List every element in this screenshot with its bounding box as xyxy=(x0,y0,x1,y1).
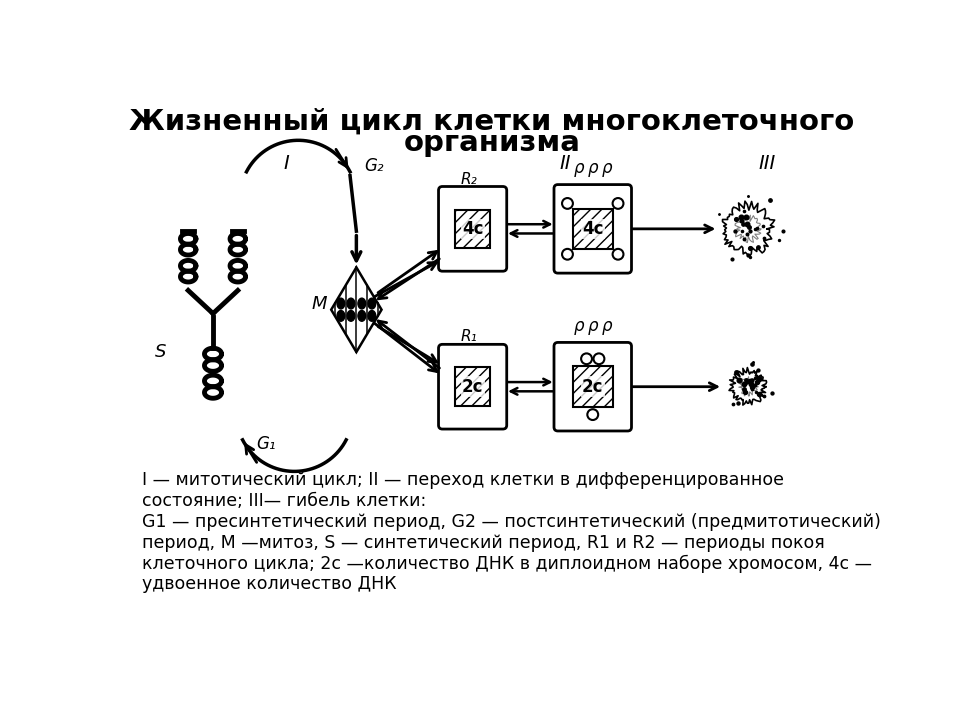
Text: клеточного цикла; 2с —количество ДНК в диплоидном наборе хромосом, 4с —: клеточного цикла; 2с —количество ДНК в д… xyxy=(142,554,872,573)
Text: ρ: ρ xyxy=(602,317,612,335)
Circle shape xyxy=(562,198,573,209)
Text: G₂: G₂ xyxy=(364,157,383,175)
Text: Жизненный цикл клетки многоклеточного: Жизненный цикл клетки многоклеточного xyxy=(130,107,854,135)
FancyBboxPatch shape xyxy=(439,186,507,271)
Circle shape xyxy=(593,354,605,364)
Text: M: M xyxy=(312,294,327,312)
Circle shape xyxy=(581,354,592,364)
Circle shape xyxy=(612,198,623,209)
Text: организма: организма xyxy=(403,129,581,157)
Bar xyxy=(572,209,613,249)
Text: G₁: G₁ xyxy=(256,435,276,453)
Ellipse shape xyxy=(358,310,366,321)
Text: I: I xyxy=(284,154,290,173)
Circle shape xyxy=(562,249,573,260)
Ellipse shape xyxy=(337,298,345,309)
Text: ρ: ρ xyxy=(573,159,584,177)
Ellipse shape xyxy=(348,298,355,309)
Ellipse shape xyxy=(348,310,355,321)
Text: R₁: R₁ xyxy=(461,329,477,344)
Text: 4c: 4c xyxy=(462,220,484,238)
Text: 2c: 2c xyxy=(582,378,604,396)
Ellipse shape xyxy=(368,310,375,321)
FancyBboxPatch shape xyxy=(554,184,632,273)
Text: период, М —митоз, S — синтетический период, R1 и R2 — периоды покоя: период, М —митоз, S — синтетический пери… xyxy=(142,534,825,552)
Text: ρ: ρ xyxy=(588,159,598,177)
Text: I — митотический цикл; II — переход клетки в дифференцированное: I — митотический цикл; II — переход клет… xyxy=(142,472,783,490)
Text: II: II xyxy=(560,154,571,173)
Text: 2c: 2c xyxy=(462,378,484,396)
Text: удвоенное количество ДНК: удвоенное количество ДНК xyxy=(142,575,396,593)
Ellipse shape xyxy=(337,310,345,321)
Ellipse shape xyxy=(368,298,375,309)
FancyBboxPatch shape xyxy=(554,343,632,431)
Text: G1 — пресинтетический период, G2 — постсинтетический (предмитотический): G1 — пресинтетический период, G2 — постс… xyxy=(142,513,880,531)
Text: состояние; III— гибель клетки:: состояние; III— гибель клетки: xyxy=(142,492,426,510)
Text: 4c: 4c xyxy=(582,220,604,238)
Text: III: III xyxy=(758,154,776,173)
Text: ρ: ρ xyxy=(588,317,598,335)
Bar xyxy=(455,210,491,248)
FancyBboxPatch shape xyxy=(439,344,507,429)
Circle shape xyxy=(588,409,598,420)
Circle shape xyxy=(612,249,623,260)
Text: ρ: ρ xyxy=(602,159,612,177)
Bar xyxy=(455,367,491,406)
Text: S: S xyxy=(155,343,166,361)
Text: ρ: ρ xyxy=(573,317,584,335)
Ellipse shape xyxy=(358,298,366,309)
Text: R₂: R₂ xyxy=(461,171,477,186)
Bar xyxy=(572,366,613,407)
